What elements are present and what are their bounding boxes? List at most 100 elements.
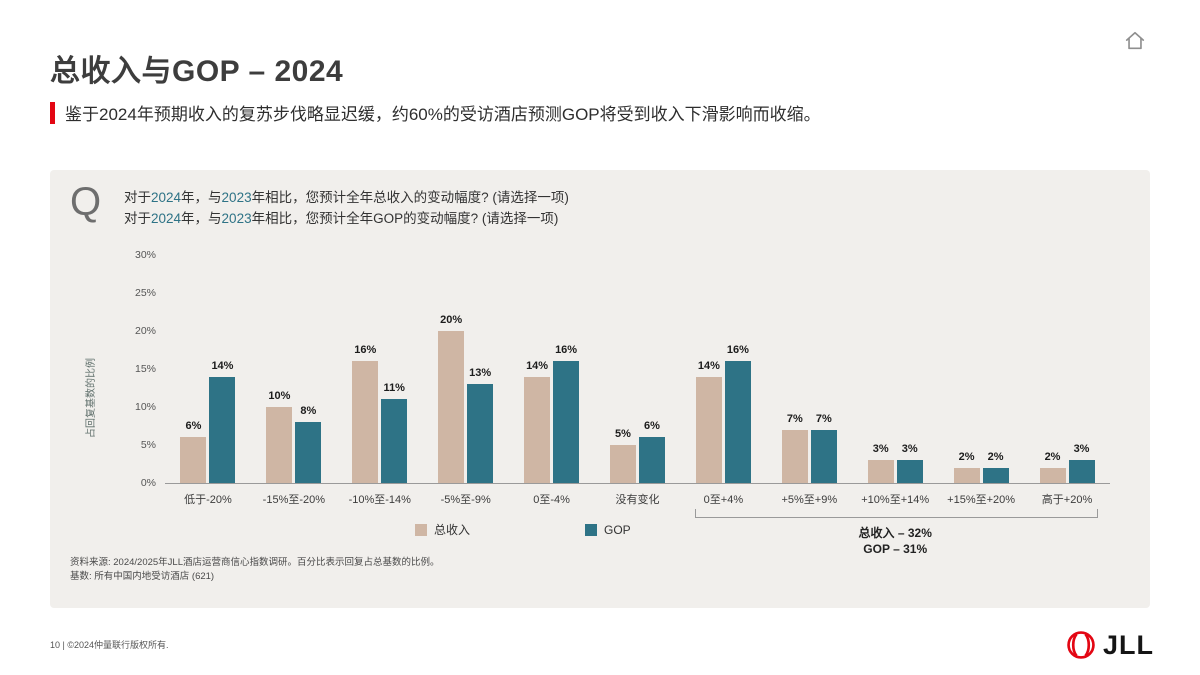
x-axis-category-label: 高于+20%: [1041, 494, 1093, 506]
plot: 0% 5% 10% 15% 20% 25% 30% 6% 14% 低于-20% 10% 8% -15%至…: [135, 249, 1110, 506]
question-text-part: 对于: [124, 190, 151, 205]
bar-总收入: 6%: [180, 420, 207, 483]
legend-swatch: [585, 523, 598, 536]
bar-GOP: 6%: [638, 420, 665, 483]
bar-group: 3% 3% +10%至+14%: [852, 255, 938, 506]
bar-group: 14% 16% 0至-4%: [509, 255, 595, 506]
y-axis-tick-label: 20%: [134, 325, 156, 338]
year-highlight: 2023: [221, 190, 252, 205]
legend: 总收入 GOP: [415, 521, 631, 538]
jll-logo-mark: [1067, 631, 1095, 659]
bar-value-label: 13%: [469, 367, 492, 380]
footnote-line-2: 基数: 所有中国内地受访酒店 (621): [70, 571, 215, 582]
y-axis-title: 占回复基数的比例: [86, 358, 97, 438]
bar-group: 7% 7% +5%至+9%: [766, 255, 852, 506]
bar-GOP: 3%: [896, 443, 923, 483]
bar-value-label: 14%: [211, 359, 234, 372]
bar-总收入: 14%: [695, 360, 722, 483]
bar-group: 20% 13% -5%至-9%: [423, 255, 509, 506]
page-number: 10 | ©2024仲量联行版权所有.: [50, 640, 169, 650]
bar-value-label: 3%: [872, 443, 889, 456]
bar-value-label: 14%: [697, 359, 720, 372]
question-text-part: 年，与: [181, 211, 222, 226]
bar-总收入: 14%: [524, 360, 551, 483]
bar-总收入: 3%: [867, 443, 894, 483]
bar-group: 2% 3% 高于+20%: [1024, 255, 1110, 506]
bar-value-label: 14%: [526, 359, 549, 372]
y-axis-tick-label: 0%: [140, 477, 156, 489]
legend-label: GOP: [604, 522, 631, 537]
jll-logo-text: JLL: [1102, 629, 1154, 660]
legend-label: 总收入: [434, 523, 471, 537]
bar-value-label: 3%: [1073, 443, 1090, 456]
bar-value-label: 5%: [615, 428, 631, 441]
question-text-part: 对于: [124, 211, 151, 226]
bar-value-label: 6%: [644, 420, 660, 433]
footnote-line-1: 资料来源: 2024/2025年JLL酒店运营商信心指数调研。百分比表示回复占总…: [70, 557, 440, 568]
question-line-1: 对于2024年，与2023年相比，您预计全年总收入的变动幅度? (请选择一项): [124, 187, 569, 208]
bar-总收入: 2%: [953, 451, 980, 483]
bar-group: 14% 16% 0至+4%: [680, 255, 766, 506]
bar-总收入: 10%: [266, 390, 293, 483]
question-mark-icon: Q: [70, 180, 102, 224]
bar-value-label: 20%: [440, 314, 463, 327]
bar-value-label: 10%: [268, 390, 291, 403]
x-axis-category-label: -5%至-9%: [440, 494, 491, 506]
bar-GOP: 2%: [982, 451, 1009, 483]
legend-item: 总收入: [415, 521, 470, 538]
accent-bar: [50, 101, 55, 124]
bar-总收入: 7%: [781, 413, 808, 483]
bar-总收入: 5%: [609, 428, 636, 483]
subtitle-text: 鉴于2024年预期收入的复苏步伐略显迟缓，约60%的受访酒店预测GOP将受到收入…: [65, 105, 821, 124]
year-highlight: 2024: [151, 190, 182, 205]
bar-GOP: 8%: [295, 405, 322, 483]
bar-GOP: 14%: [209, 360, 236, 483]
y-axis-tick-label: 5%: [140, 439, 156, 452]
bar-value-label: 2%: [987, 450, 1004, 463]
y-axis-tick-label: 25%: [134, 287, 156, 299]
bar-value-label: 11%: [383, 382, 405, 395]
bar-value-label: 7%: [815, 412, 832, 425]
bar-value-label: 3%: [901, 443, 918, 456]
annotation-bracket: [694, 509, 1098, 518]
bar-value-label: 16%: [354, 344, 377, 357]
question-text: 对于2024年，与2023年相比，您预计全年总收入的变动幅度? (请选择一项) …: [124, 187, 569, 229]
footnote: 资料来源: 2024/2025年JLL酒店运营商信心指数调研。百分比表示回复占总…: [70, 556, 440, 584]
bar-value-label: 8%: [300, 405, 317, 418]
question-text-part: 年，与: [181, 190, 222, 205]
y-axis-tick-label: 30%: [134, 249, 156, 261]
page-title: 总收入与GOP – 2024: [50, 55, 344, 89]
x-axis-category-label: 没有变化: [615, 494, 660, 506]
x-axis-category-label: +5%至+9%: [781, 494, 838, 506]
bar-group: 10% 8% -15%至-20%: [251, 255, 337, 506]
chart-panel: Q 对于2024年，与2023年相比，您预计全年总收入的变动幅度? (请选择一项…: [50, 170, 1150, 608]
x-axis-category-label: 低于-20%: [184, 494, 232, 506]
bar-group: 16% 11% -10%至-14%: [337, 255, 423, 506]
home-icon[interactable]: [1124, 30, 1146, 52]
question-text-part: 年相比，您预计全年GOP的变动幅度? (请选择一项): [251, 211, 559, 226]
bar-value-label: 16%: [726, 344, 749, 357]
bar-value-label: 2%: [1044, 450, 1061, 463]
subtitle: 鉴于2024年预期收入的复苏步伐略显迟缓，约60%的受访酒店预测GOP将受到收入…: [50, 100, 821, 125]
chart: 0% 5% 10% 15% 20% 25% 30% 6% 14% 低于-20% 10% 8% -15%至…: [135, 249, 1110, 567]
bar-GOP: 3%: [1068, 443, 1095, 483]
bar-GOP: 16%: [724, 344, 751, 483]
bar-总收入: 16%: [352, 344, 379, 483]
bar-GOP: 11%: [381, 382, 408, 483]
x-axis-category-label: +15%至+20%: [947, 494, 1016, 506]
y-axis-tick-label: 10%: [134, 401, 156, 414]
question-text-part: 年相比，您预计全年总收入的变动幅度? (请选择一项): [251, 190, 569, 205]
bar-group: 6% 14% 低于-20%: [165, 255, 251, 506]
bar-value-label: 2%: [958, 450, 975, 463]
annotation-line: 总收入 – 32%: [858, 526, 932, 540]
legend-swatch: [415, 523, 427, 536]
bar-value-label: 6%: [185, 420, 202, 433]
bar-GOP: 13%: [467, 367, 494, 483]
jll-logo: JLL: [1065, 629, 1154, 661]
bar-GOP: 7%: [810, 413, 837, 483]
question-line-2: 对于2024年，与2023年相比，您预计全年GOP的变动幅度? (请选择一项): [124, 208, 569, 229]
bar-value-label: 16%: [555, 344, 578, 357]
x-axis-category-label: 0至+4%: [703, 494, 744, 506]
bar-group: 5% 6% 没有变化: [595, 255, 681, 506]
x-axis-category-label: -10%至-14%: [348, 494, 411, 506]
